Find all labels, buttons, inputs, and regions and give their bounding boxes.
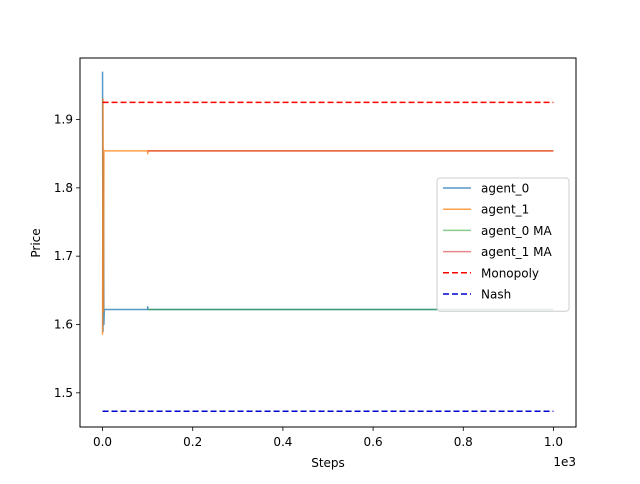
legend-label-agent-1: agent_1: [481, 203, 529, 217]
x-tick-label: 0.2: [183, 435, 202, 449]
y-tick-label: 1.9: [54, 113, 73, 127]
legend-label-nash: Nash: [481, 288, 511, 302]
x-tick-label: 1.0: [544, 435, 563, 449]
x-tick-label: 0.0: [93, 435, 112, 449]
legend-label-agent-1-ma: agent_1 MA: [481, 245, 552, 259]
x-tick-label: 0.8: [454, 435, 473, 449]
y-axis-label: Price: [29, 228, 43, 257]
y-tick-label: 1.8: [54, 181, 73, 195]
y-tick-label: 1.6: [54, 318, 73, 332]
y-tick-label: 1.7: [54, 249, 73, 263]
x-axis-scale-label: 1e3: [553, 455, 576, 469]
legend: agent_0 agent_1 agent_0 MA agent_1 MA Monopo…: [436, 177, 570, 312]
legend-label-monopoly: Monopoly: [481, 266, 539, 280]
legend-frame: [436, 177, 570, 312]
legend-label-agent-0: agent_0: [481, 182, 529, 196]
x-tick-label: 0.6: [364, 435, 383, 449]
x-axis-label: Steps: [311, 456, 345, 470]
y-tick-label: 1.5: [54, 386, 73, 400]
series-line-agent-1: [101, 98, 554, 335]
plot-frame: [79, 57, 577, 428]
x-tick-label: 0.4: [273, 435, 292, 449]
legend-label-agent-0-ma: agent_0 MA: [481, 224, 552, 238]
